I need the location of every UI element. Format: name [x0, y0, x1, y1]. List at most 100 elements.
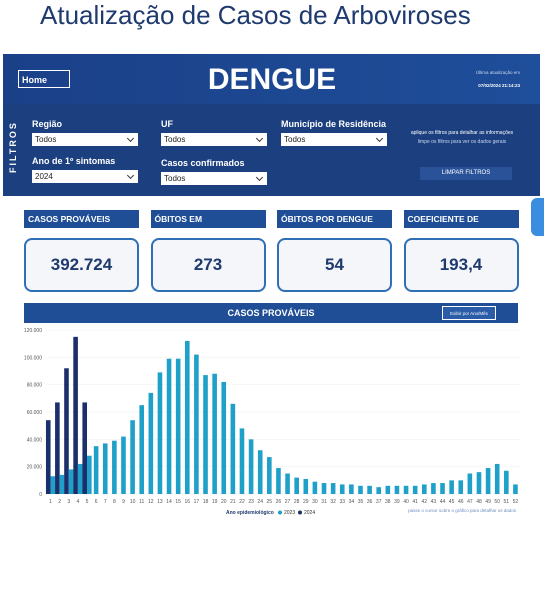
x-tick-label: 6 — [95, 499, 98, 505]
bar — [148, 392, 154, 494]
header-title: DENGUE — [207, 63, 337, 96]
bar — [367, 485, 372, 494]
x-tick-label: 45 — [449, 499, 455, 505]
bar — [504, 470, 509, 494]
x-tick-label: 9 — [122, 499, 125, 505]
chart-note: passe o cursor sobre o gráfico para deta… — [408, 508, 517, 513]
kpi-value: 273 — [150, 238, 266, 292]
bar — [248, 439, 254, 494]
x-tick-label: 39 — [394, 499, 400, 505]
y-tick-label: 20.000 — [27, 465, 43, 471]
filter-field-label: Casos confirmados — [161, 158, 245, 168]
x-tick-label: 50 — [494, 499, 500, 505]
x-tick-label: 48 — [476, 499, 482, 505]
x-tick-label: 18 — [203, 499, 209, 505]
bar — [412, 485, 418, 494]
x-tick-label: 5 — [86, 499, 89, 505]
x-tick-label: 25 — [267, 499, 273, 505]
bar — [139, 405, 145, 494]
bar — [175, 358, 181, 494]
home-button[interactable]: Home — [18, 70, 70, 88]
x-tick-label: 32 — [330, 499, 336, 505]
x-tick-label: 23 — [248, 499, 254, 505]
chart: 0 20.000 40.000 60.000 80.000 100.000 120.000 1… — [24, 328, 520, 516]
x-tick-label: 47 — [467, 499, 473, 505]
kpi-value: 392.724 — [24, 238, 139, 292]
bar — [82, 402, 88, 494]
bar — [494, 463, 500, 494]
x-tick-label: 49 — [485, 499, 491, 505]
x-tick-label: 10 — [130, 499, 136, 505]
x-tick-label: 8 — [113, 499, 116, 505]
x-tick-label: 34 — [349, 499, 355, 505]
bar — [64, 368, 69, 494]
bar — [121, 436, 126, 494]
y-tick-label: 120.000 — [24, 328, 42, 334]
x-tick-label: 44 — [440, 499, 446, 505]
filter-label: FILTROS — [8, 121, 18, 173]
bar — [112, 440, 117, 494]
bar — [239, 428, 245, 494]
legend-label: 2024 — [304, 510, 315, 516]
toggle-button[interactable]: Exibir por Ano/Mês — [442, 306, 496, 320]
dropdown[interactable]: 2024 — [32, 170, 138, 183]
bar — [349, 484, 354, 494]
dropdown[interactable]: Todos — [32, 133, 138, 146]
kpi-label: CASOS PROVÁVEIS — [24, 210, 139, 228]
bar — [394, 485, 400, 494]
x-tick-label: 33 — [339, 499, 345, 505]
x-tick-label: 24 — [257, 499, 263, 505]
bar — [87, 455, 92, 494]
dropdown[interactable]: Todos — [281, 133, 387, 146]
bar — [376, 487, 382, 494]
x-tick-label: 41 — [412, 499, 418, 505]
bar — [385, 485, 391, 494]
x-tick-label: 38 — [385, 499, 391, 505]
x-tick-label: 37 — [376, 499, 382, 505]
side-tab[interactable] — [531, 198, 544, 236]
bar — [330, 483, 336, 494]
bar — [212, 373, 217, 494]
bar — [485, 468, 491, 494]
bar — [194, 354, 199, 494]
x-tick-label: 52 — [513, 499, 519, 505]
bar — [431, 483, 436, 494]
kpi-value: 193,4 — [403, 238, 519, 292]
bar — [203, 375, 208, 494]
x-tick-label: 15 — [175, 499, 181, 505]
bar — [312, 481, 318, 494]
bar — [184, 340, 190, 494]
x-tick-label: 40 — [403, 499, 409, 505]
bar — [68, 469, 74, 494]
filter-field-label: Município de Residência — [281, 119, 387, 129]
legend-swatch — [278, 510, 282, 515]
dropdown[interactable]: Todos — [161, 133, 267, 146]
bar — [59, 474, 65, 494]
legend-label: 2023 — [284, 510, 295, 516]
x-tick-label: 7 — [104, 499, 107, 505]
x-tick-label: 3 — [67, 499, 70, 505]
clear-button[interactable]: LIMPAR FILTROS — [420, 167, 512, 180]
x-tick-label: 20 — [221, 499, 227, 505]
filter-field-label: Região — [32, 119, 63, 129]
dropdown[interactable]: Todos — [161, 172, 267, 185]
bar — [339, 484, 345, 494]
x-tick-label: 46 — [458, 499, 464, 505]
bar — [421, 484, 427, 494]
bar — [458, 480, 464, 494]
x-tick-label: 13 — [157, 499, 163, 505]
x-tick-label: 28 — [294, 499, 300, 505]
y-tick-label: 60.000 — [27, 410, 43, 416]
legend-swatch — [298, 510, 302, 515]
bar — [294, 477, 299, 494]
x-tick-label: 31 — [321, 499, 327, 505]
x-tick-label: 30 — [312, 499, 318, 505]
update-label: Última atualização em — [475, 70, 520, 75]
bar — [257, 450, 263, 494]
x-tick-label: 42 — [422, 499, 428, 505]
bar — [45, 420, 51, 494]
x-tick-label: 12 — [148, 499, 154, 505]
x-tick-label: 19 — [212, 499, 218, 505]
bar — [513, 484, 518, 494]
bar — [267, 457, 272, 494]
